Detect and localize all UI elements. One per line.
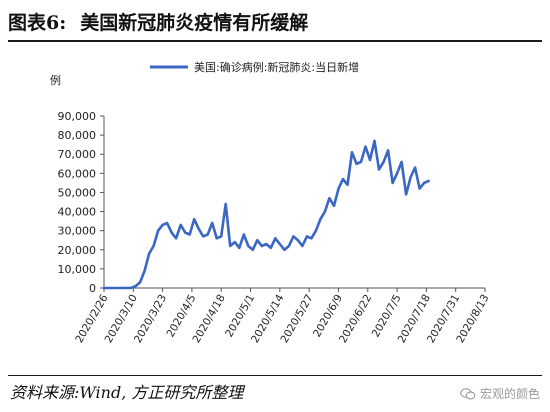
y-tick-label: 10,000 xyxy=(58,263,97,276)
y-tick-label: 80,000 xyxy=(58,129,97,142)
y-tick-label: 40,000 xyxy=(58,206,97,219)
chart: 0 10,000 20,000 30,000 40,000 50,000 60,000 70,… xyxy=(50,60,492,345)
watermark: 宏观的颜色 xyxy=(460,384,540,404)
top-rule xyxy=(8,40,542,42)
source-note: 资料来源:Wind, 方正研究所整理 xyxy=(10,383,244,402)
figure-title: 图表6: 美国新冠肺炎疫情有所缓解 xyxy=(8,8,542,38)
y-tick-label: 50,000 xyxy=(58,186,97,199)
series-line xyxy=(102,139,430,290)
y-tick-label: 60,000 xyxy=(58,167,97,180)
y-tick-label: 20,000 xyxy=(58,244,97,257)
y-tick-label: 0 xyxy=(89,282,96,295)
figure-title-text: 美国新冠肺炎疫情有所缓解 xyxy=(80,12,309,34)
bottom-rule xyxy=(8,375,542,376)
legend-label: 美国:确诊病例:新冠肺炎:当日新增 xyxy=(194,60,359,74)
figure-number: 图表6: xyxy=(8,12,67,34)
y-tick-label: 70,000 xyxy=(58,148,97,161)
y-axis-unit-label: 例 xyxy=(50,73,61,87)
y-tick-label: 90,000 xyxy=(58,110,97,123)
watermark-text: 宏观的颜色 xyxy=(479,387,540,401)
y-tick-label: 30,000 xyxy=(58,225,97,238)
wechat-icon xyxy=(460,388,476,400)
